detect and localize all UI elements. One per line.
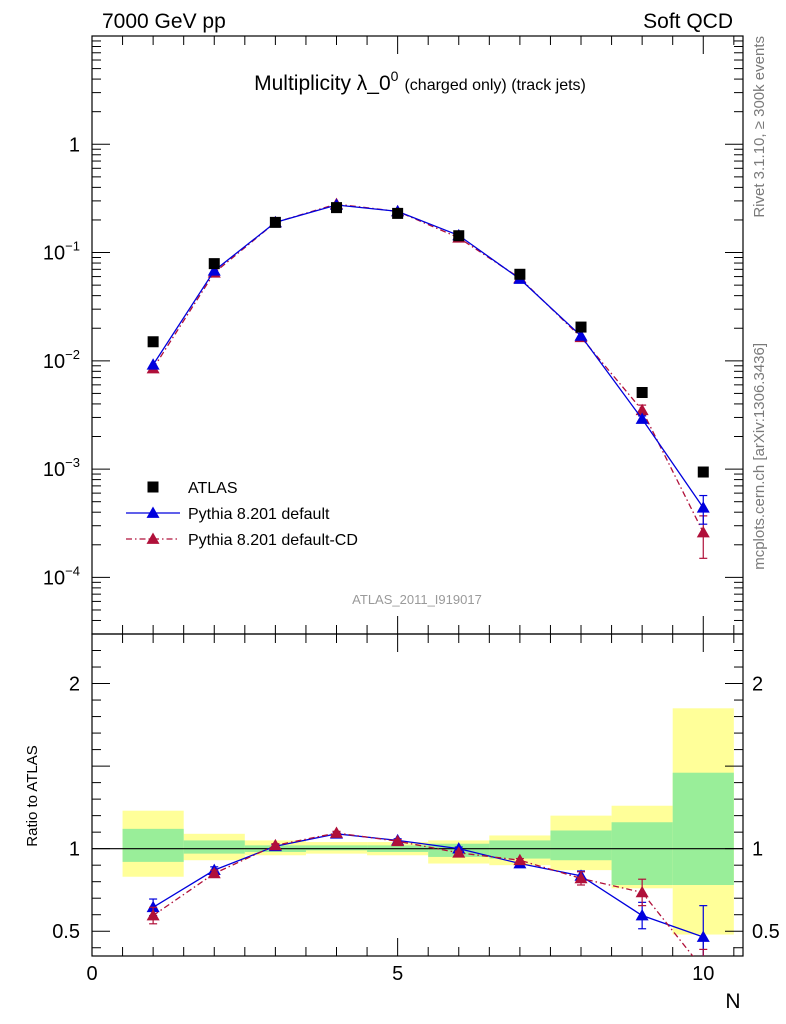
x-tick-label: 10 — [692, 963, 714, 985]
uncertainty-band-green — [489, 840, 551, 859]
title-main: Multiplicity λ_0 — [254, 72, 391, 95]
ratio-series-0-point — [696, 930, 710, 942]
series-0-point — [697, 466, 709, 478]
y-tick-label: 0.5 — [52, 921, 80, 943]
y-tick-label: 1 — [69, 839, 80, 861]
ratio-series-0-point — [635, 909, 649, 921]
header-right: Soft QCD — [643, 10, 733, 33]
ratio-axis-label: Ratio to ATLAS — [24, 745, 41, 846]
ratio-series-1-point — [635, 885, 649, 898]
uncertainty-band-green — [122, 828, 184, 862]
ratio-series-1-point — [391, 834, 405, 847]
series-1-point — [574, 329, 588, 341]
y-tick-label: 10−4 — [43, 563, 80, 589]
ratio-series-1-point — [207, 866, 221, 879]
chart-title: Multiplicity λ_00 (charged only) (track j… — [254, 68, 586, 95]
series-2-line — [152, 203, 704, 533]
ratio-plot-frame — [91, 633, 744, 957]
series-1-point — [146, 358, 160, 370]
series-0-point — [575, 321, 587, 333]
legend: ATLAS Pythia 8.201 default Pythia 8.201 de… — [126, 480, 358, 549]
series-0-point — [514, 268, 526, 280]
title-superscript: 0 — [391, 68, 399, 84]
y-tick-label: 10−2 — [43, 347, 80, 373]
series-1-point — [696, 501, 710, 513]
series-2-point — [635, 403, 649, 416]
legend-marker — [146, 506, 160, 518]
ratio-series-1-point — [574, 871, 588, 884]
ratio-series-1-point — [268, 838, 282, 851]
series-0-point — [208, 258, 220, 270]
legend-marker — [147, 481, 159, 493]
legend-label: Pythia 8.201 default-CD — [188, 532, 358, 549]
main-plot-panel: 10−4 10−3 10−2 10−1 1 — [43, 35, 744, 635]
side-label-bottom: mcplots.cern.ch [arXiv:1306.3436] — [751, 343, 768, 570]
ratio-series-0-line — [152, 833, 704, 938]
ratio-series-0-point — [146, 900, 160, 913]
uncertainty-band-green — [611, 822, 673, 885]
series-2-point — [696, 525, 710, 538]
y-tick-label-right: 0.5 — [752, 921, 780, 943]
series-0-point — [331, 202, 343, 214]
y-tick-label: 10−3 — [43, 455, 80, 481]
series-1-point — [635, 412, 649, 424]
header-left: 7000 GeV pp — [102, 10, 226, 33]
ratio-plot-panel: 0 5 10 0.5 0.5 1 1 2 2 — [52, 633, 780, 985]
uncertainty-band-green — [305, 845, 368, 851]
watermark: ATLAS_2011_I919017 — [352, 592, 482, 607]
ratio-series-1-point — [330, 826, 344, 838]
y-tick-label: 2 — [69, 674, 80, 696]
side-label-top: Rivet 3.1.10, ≥ 300k events — [751, 36, 768, 218]
legend-label: Pythia 8.201 default — [188, 506, 330, 523]
x-axis-label: N — [725, 990, 740, 1013]
series-0-point — [392, 207, 404, 219]
legend-label: ATLAS — [188, 480, 238, 497]
x-tick-label: 0 — [86, 963, 97, 985]
uncertainty-band-green — [550, 830, 612, 861]
legend-marker — [146, 532, 160, 544]
y-tick-label: 10−1 — [43, 239, 80, 265]
y-tick-label: 1 — [69, 134, 80, 156]
series-1-point — [207, 264, 221, 276]
ratio-series-1-point — [452, 846, 466, 858]
ratio-series-1-point — [146, 909, 160, 921]
x-tick-label: 5 — [392, 963, 403, 985]
ratio-series-1-point — [513, 853, 527, 866]
uncertainty-band-green — [672, 772, 734, 885]
series-0-point — [269, 216, 281, 228]
ratio-series-1 — [146, 826, 708, 956]
series-0-point — [636, 386, 648, 398]
y-tick-label-right: 2 — [752, 674, 763, 696]
title-tail: (charged only) (track jets) — [404, 77, 585, 94]
series-0-point — [147, 336, 159, 348]
y-tick-label-right: 1 — [752, 839, 763, 861]
series-0-point — [453, 230, 465, 242]
uncertainty-band-green — [183, 840, 245, 854]
series-1-line — [152, 204, 704, 509]
